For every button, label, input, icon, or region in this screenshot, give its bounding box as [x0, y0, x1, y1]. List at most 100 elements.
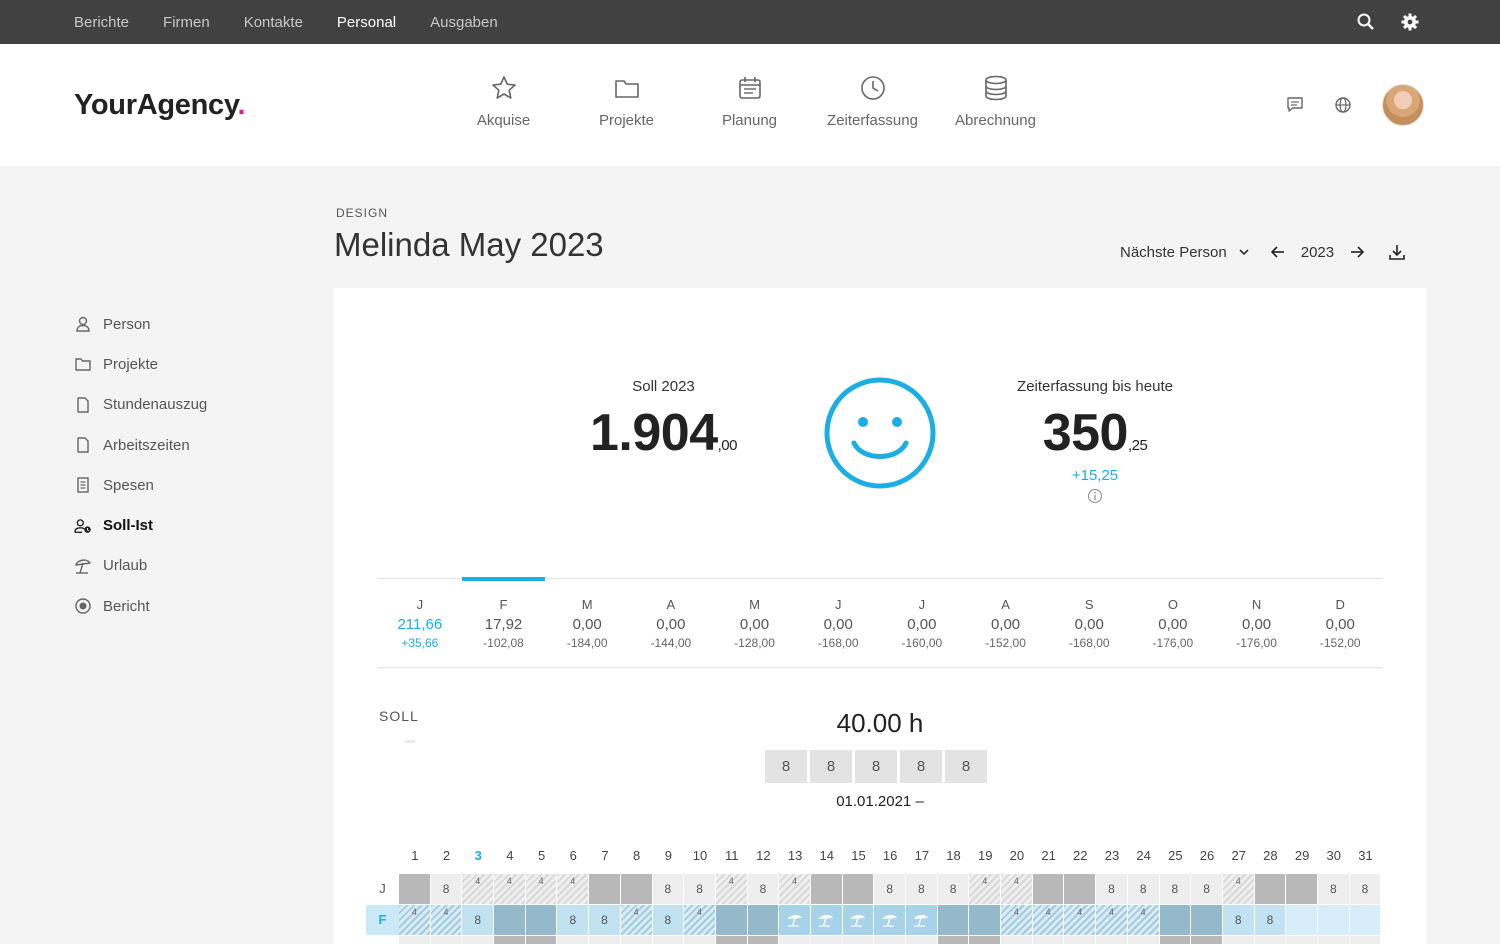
month-tab[interactable]: A 0,00 -144,00: [629, 579, 713, 667]
calendar-day-cell[interactable]: 8: [1349, 874, 1382, 904]
globe-icon[interactable]: [1334, 96, 1352, 114]
calendar-day-cell[interactable]: [747, 936, 780, 944]
month-tab[interactable]: O 0,00 -176,00: [1131, 579, 1215, 667]
sidebar-item-projekte[interactable]: Projekte: [74, 344, 207, 384]
calendar-day-cell[interactable]: [1064, 936, 1097, 944]
weekday-hours-mon[interactable]: 8: [765, 750, 807, 783]
calendar-day-cell[interactable]: 4: [1032, 905, 1065, 935]
calendar-day-cell[interactable]: [620, 936, 653, 944]
calendar-day-cell[interactable]: 8: [937, 874, 970, 904]
calendar-day-cell[interactable]: [969, 905, 1002, 935]
calendar-day-cell[interactable]: [969, 936, 1002, 944]
sidebar-item-stundenauszug[interactable]: Stundenauszug: [74, 385, 207, 425]
calendar-day-cell[interactable]: 4: [494, 874, 526, 904]
weekday-hours-thu[interactable]: 8: [900, 750, 942, 783]
main-nav-projekte[interactable]: Projekte: [565, 74, 688, 129]
main-nav-akquise[interactable]: Akquise: [442, 74, 565, 129]
calendar-day-cell[interactable]: [1286, 905, 1318, 935]
calendar-day-cell[interactable]: [906, 936, 938, 944]
calendar-day-cell[interactable]: [589, 874, 621, 904]
calendar-day-cell[interactable]: [937, 905, 970, 935]
calendar-day-cell[interactable]: [1096, 936, 1128, 944]
calendar-day-cell[interactable]: [906, 905, 938, 935]
calendar-day-cell[interactable]: 4: [1001, 874, 1033, 904]
calendar-day-cell[interactable]: [652, 936, 685, 944]
calendar-day-cell[interactable]: 8: [1222, 905, 1255, 935]
calendar-day-cell[interactable]: 4: [969, 874, 1002, 904]
calendar-day-cell[interactable]: [937, 936, 970, 944]
month-tab[interactable]: J 0,00 -168,00: [796, 579, 880, 667]
calendar-day-cell[interactable]: [874, 905, 906, 935]
calendar-day-cell[interactable]: [779, 905, 811, 935]
month-tab[interactable]: J 0,00 -160,00: [880, 579, 964, 667]
calendar-day-cell[interactable]: 4: [430, 905, 463, 935]
main-nav-zeiterfassung[interactable]: Zeiterfassung: [811, 74, 934, 129]
month-tab[interactable]: J 211,66 +35,66: [378, 579, 462, 667]
calendar-day-cell[interactable]: 4: [620, 905, 653, 935]
avatar[interactable]: [1382, 84, 1424, 126]
calendar-day-cell[interactable]: [430, 936, 463, 944]
calendar-day-cell[interactable]: 8: [1159, 874, 1192, 904]
calendar-day-cell[interactable]: [779, 936, 811, 944]
calendar-day-cell[interactable]: [1317, 936, 1350, 944]
calendar-day-cell[interactable]: 4: [1096, 905, 1128, 935]
calendar-day-cell[interactable]: 4: [1001, 905, 1033, 935]
calendar-day-cell[interactable]: [620, 874, 653, 904]
calendar-day-cell[interactable]: [1286, 874, 1318, 904]
top-nav-personal[interactable]: Personal: [336, 13, 397, 31]
month-tab[interactable]: M 0,00 -184,00: [545, 579, 629, 667]
calendar-day-cell[interactable]: [1127, 936, 1160, 944]
calendar-day-cell[interactable]: [589, 936, 621, 944]
calendar-day-cell[interactable]: [1317, 905, 1350, 935]
calendar-day-cell[interactable]: [494, 936, 526, 944]
calendar-day-cell[interactable]: [1349, 905, 1382, 935]
sidebar-item-spesen[interactable]: Spesen: [74, 465, 207, 505]
calendar-day-cell[interactable]: 8: [1191, 874, 1223, 904]
month-tab[interactable]: S 0,00 -168,00: [1047, 579, 1131, 667]
calendar-day-cell[interactable]: 4: [779, 874, 811, 904]
sidebar-item-arbeitszeiten[interactable]: Arbeitszeiten: [74, 425, 207, 465]
calendar-day-cell[interactable]: [1159, 905, 1192, 935]
calendar-day-cell[interactable]: [399, 874, 431, 904]
calendar-day-cell[interactable]: 4: [1222, 874, 1255, 904]
calendar-day-cell[interactable]: [810, 905, 843, 935]
calendar-day-cell[interactable]: [842, 874, 875, 904]
arrow-right-icon[interactable]: [1348, 243, 1366, 261]
sidebar-item-soll-ist[interactable]: Soll-Ist: [74, 505, 207, 545]
sidebar-item-person[interactable]: Person: [74, 304, 207, 344]
calendar-day-cell[interactable]: [1191, 905, 1223, 935]
calendar-day-cell[interactable]: [1349, 936, 1382, 944]
calendar-day-cell[interactable]: 8: [1254, 905, 1287, 935]
calendar-day-cell[interactable]: [1159, 936, 1192, 944]
calendar-day-cell[interactable]: [462, 936, 495, 944]
calendar-day-cell[interactable]: 8: [874, 874, 906, 904]
top-nav-kontakte[interactable]: Kontakte: [243, 13, 303, 31]
calendar-day-cell[interactable]: [557, 936, 590, 944]
month-tab[interactable]: A 0,00 -152,00: [964, 579, 1048, 667]
arrow-left-icon[interactable]: [1269, 243, 1287, 261]
calendar-day-cell[interactable]: 8: [906, 874, 938, 904]
calendar-day-cell[interactable]: [1032, 874, 1065, 904]
calendar-day-cell[interactable]: 4: [462, 874, 495, 904]
sidebar-item-bericht[interactable]: Bericht: [74, 586, 207, 626]
calendar-day-cell[interactable]: [874, 936, 906, 944]
main-nav-abrechnung[interactable]: Abrechnung: [934, 74, 1057, 129]
calendar-day-cell[interactable]: [1222, 936, 1255, 944]
top-nav-berichte[interactable]: Berichte: [74, 13, 130, 31]
calendar-day-cell[interactable]: [842, 936, 875, 944]
calendar-day-cell[interactable]: 8: [462, 905, 495, 935]
calendar-day-cell[interactable]: [747, 905, 780, 935]
calendar-day-cell[interactable]: 8: [430, 874, 463, 904]
calendar-day-cell[interactable]: 8: [1096, 874, 1128, 904]
calendar-day-cell[interactable]: [1254, 936, 1287, 944]
calendar-day-cell[interactable]: [399, 936, 431, 944]
calendar-day-cell[interactable]: [810, 874, 843, 904]
calendar-day-cell[interactable]: [494, 905, 526, 935]
calendar-day-cell[interactable]: 8: [684, 874, 716, 904]
gear-icon[interactable]: [1400, 12, 1420, 32]
calendar-day-cell[interactable]: [525, 905, 558, 935]
calendar-day-cell[interactable]: 8: [557, 905, 590, 935]
logo[interactable]: YourAgency.: [74, 89, 246, 122]
month-tab[interactable]: M 0,00 -128,00: [713, 579, 797, 667]
chat-icon[interactable]: [1286, 96, 1304, 114]
